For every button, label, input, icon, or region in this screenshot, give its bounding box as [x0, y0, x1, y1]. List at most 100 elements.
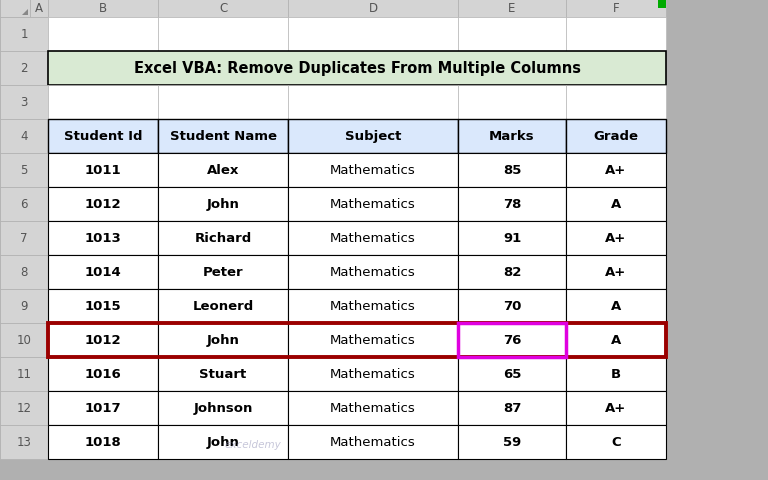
Text: Marks: Marks: [489, 130, 535, 143]
Bar: [48, 154, 158, 188]
Bar: [288, 324, 458, 357]
Bar: [158, 120, 288, 154]
Bar: [48, 391, 158, 425]
Text: C: C: [611, 435, 621, 449]
Bar: [288, 289, 458, 324]
Bar: [158, 255, 288, 289]
Text: Mathematics: Mathematics: [330, 368, 416, 381]
Text: 91: 91: [503, 232, 521, 245]
Text: 1015: 1015: [84, 300, 121, 313]
Bar: [158, 188, 288, 222]
Bar: [288, 255, 458, 289]
Bar: [0, 391, 48, 425]
Text: F: F: [613, 2, 619, 15]
Bar: [158, 18, 288, 52]
Bar: [0, 222, 48, 255]
Bar: [158, 154, 288, 188]
Bar: [288, 357, 458, 391]
Bar: [158, 357, 288, 391]
Text: A+: A+: [605, 266, 627, 279]
Text: Mathematics: Mathematics: [330, 164, 416, 177]
Bar: [458, 357, 566, 391]
Text: Student Id: Student Id: [64, 130, 142, 143]
Text: 70: 70: [503, 300, 521, 313]
Text: exceldemy: exceldemy: [224, 439, 281, 449]
Bar: [566, 391, 666, 425]
Bar: [30, 0, 48, 18]
Text: 78: 78: [503, 198, 521, 211]
Text: Mathematics: Mathematics: [330, 198, 416, 211]
Bar: [566, 425, 666, 459]
Bar: [458, 289, 566, 324]
Bar: [48, 255, 158, 289]
Bar: [48, 86, 158, 120]
Text: Peter: Peter: [203, 266, 243, 279]
Bar: [458, 255, 566, 289]
Bar: [158, 222, 288, 255]
Bar: [458, 188, 566, 222]
Text: 2: 2: [20, 62, 28, 75]
Bar: [48, 120, 158, 154]
Bar: [458, 154, 566, 188]
Bar: [288, 120, 458, 154]
Text: Leonerd: Leonerd: [192, 300, 253, 313]
Bar: [288, 425, 458, 459]
Text: 85: 85: [503, 164, 521, 177]
Bar: [0, 18, 48, 52]
Bar: [566, 86, 666, 120]
Bar: [458, 324, 566, 357]
Text: 1018: 1018: [84, 435, 121, 449]
Bar: [158, 289, 288, 324]
Text: Mathematics: Mathematics: [330, 435, 416, 449]
Text: Mathematics: Mathematics: [330, 334, 416, 347]
Bar: [566, 120, 666, 154]
Bar: [0, 0, 30, 18]
Bar: [288, 0, 458, 18]
Text: B: B: [99, 2, 107, 15]
Bar: [158, 425, 288, 459]
Text: Subject: Subject: [345, 130, 401, 143]
Bar: [48, 289, 158, 324]
Bar: [566, 289, 666, 324]
Bar: [0, 425, 48, 459]
Bar: [658, 0, 666, 9]
Bar: [48, 425, 158, 459]
Text: 10: 10: [17, 334, 31, 347]
Text: A+: A+: [605, 232, 627, 245]
Bar: [288, 18, 458, 52]
Text: 9: 9: [20, 300, 28, 313]
Bar: [0, 289, 48, 324]
Bar: [458, 0, 566, 18]
Bar: [566, 222, 666, 255]
Bar: [288, 154, 458, 188]
Text: 5: 5: [20, 164, 28, 177]
Bar: [0, 154, 48, 188]
Text: Mathematics: Mathematics: [330, 402, 416, 415]
Text: John: John: [207, 334, 240, 347]
Bar: [158, 86, 288, 120]
Bar: [0, 324, 48, 357]
Bar: [566, 324, 666, 357]
Text: B: B: [611, 368, 621, 381]
Text: John: John: [207, 435, 240, 449]
Text: 1016: 1016: [84, 368, 121, 381]
Text: 1013: 1013: [84, 232, 121, 245]
Bar: [48, 324, 666, 357]
Text: Stuart: Stuart: [200, 368, 247, 381]
Text: Alex: Alex: [207, 164, 239, 177]
Text: C: C: [219, 2, 227, 15]
Text: 12: 12: [16, 402, 31, 415]
Bar: [158, 0, 288, 18]
Bar: [566, 357, 666, 391]
Bar: [288, 188, 458, 222]
Text: Mathematics: Mathematics: [330, 266, 416, 279]
Text: Mathematics: Mathematics: [330, 232, 416, 245]
Bar: [0, 188, 48, 222]
Text: 1: 1: [20, 28, 28, 41]
Text: Richard: Richard: [194, 232, 252, 245]
Text: 7: 7: [20, 232, 28, 245]
Text: Excel VBA: Remove Duplicates From Multiple Columns: Excel VBA: Remove Duplicates From Multip…: [134, 61, 581, 76]
Bar: [48, 222, 158, 255]
Text: 1011: 1011: [84, 164, 121, 177]
Text: 1012: 1012: [84, 198, 121, 211]
